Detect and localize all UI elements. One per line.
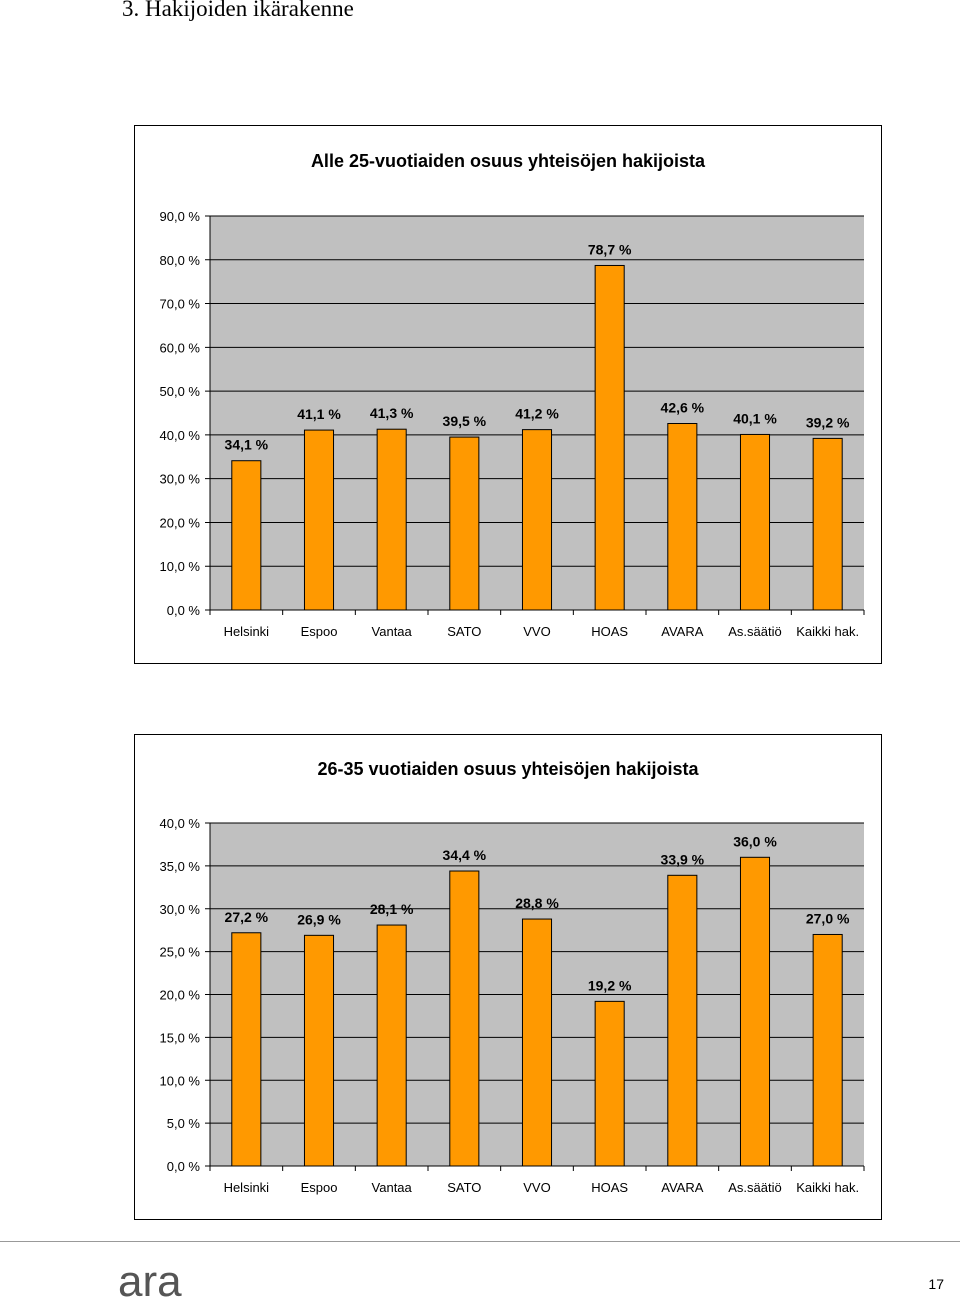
chart-26-35-category-label: SATO [447, 1180, 481, 1195]
chart-under-25-category-label: Helsinki [224, 624, 270, 639]
chart-26-35-data-label: 33,9 % [661, 851, 705, 867]
chart-26-35-bar [449, 870, 480, 1167]
chart-26-35-bar [812, 933, 843, 1167]
chart-under-25-data-label: 78,7 % [588, 241, 632, 257]
ara-logo: ara [118, 1262, 182, 1302]
chart-under-25-data-label: 42,6 % [661, 400, 705, 416]
chart-under-25-y-tick-label: 60,0 % [160, 340, 201, 355]
chart-26-35-y-tick-label: 20,0 % [160, 988, 201, 1003]
footer-divider [0, 1241, 960, 1242]
chart-under-25-bar [739, 433, 771, 611]
chart-under-25-bar [667, 423, 698, 611]
chart-26-35-data-label: 19,2 % [588, 977, 632, 993]
chart-26-35-y-tick-label: 0,0 % [167, 1159, 201, 1174]
chart-under-25-data-label: 39,2 % [806, 414, 850, 430]
chart-under-25-category-label: Espoo [301, 624, 338, 639]
chart-under-25-bar [812, 437, 843, 611]
chart-under-25-y-tick-label: 50,0 % [160, 384, 201, 399]
chart-26-35-category-label: HOAS [591, 1180, 628, 1195]
chart-26-35-bar [231, 932, 262, 1167]
chart-under-25-y-tick-label: 90,0 % [160, 209, 201, 224]
chart-under-25-y-tick-label: 80,0 % [160, 253, 201, 268]
chart-under-25-data-label: 41,2 % [515, 406, 559, 422]
chart-26-35-y-tick-label: 30,0 % [160, 902, 201, 917]
chart-26-35-category-label: Helsinki [224, 1180, 270, 1195]
chart-26-35-bar [376, 924, 407, 1167]
ara-logo-text: ara [118, 1262, 182, 1302]
chart-under-25-y-tick-label: 10,0 % [160, 559, 201, 574]
chart-under-25-bar [449, 436, 480, 611]
chart-under-25-y-tick-label: 20,0 % [160, 515, 201, 530]
chart-26-35-y-tick-label: 10,0 % [160, 1073, 201, 1088]
chart-under-25-category-label: SATO [447, 624, 481, 639]
chart-26-35-y-tick-label: 5,0 % [167, 1116, 201, 1131]
chart-26-35-category-label: Espoo [301, 1180, 338, 1195]
chart-under-25-category-label: VVO [523, 624, 550, 639]
chart-26-35-y-tick-label: 15,0 % [160, 1030, 201, 1045]
chart-under-25-y-tick-label: 70,0 % [160, 297, 201, 312]
chart-26-35-bar [303, 934, 335, 1167]
chart-under-25-title: Alle 25-vuotiaiden osuus yhteisöjen haki… [311, 151, 706, 171]
chart-under-25: Alle 25-vuotiaiden osuus yhteisöjen haki… [134, 125, 882, 664]
chart-26-35-bar [667, 874, 698, 1167]
chart-26-35-data-label: 28,8 % [515, 895, 559, 911]
chart-26-35-category-label: Vantaa [372, 1180, 413, 1195]
chart-26-35-data-label: 27,0 % [806, 910, 850, 926]
chart-under-25-y-tick-label: 30,0 % [160, 472, 201, 487]
chart-under-25-bar [231, 460, 262, 611]
chart-under-25-bar [376, 428, 407, 611]
chart-26-35-svg: 26-35 vuotiaiden osuus yhteisöjen hakijo… [160, 759, 865, 1195]
chart-26-35-category-label: AVARA [661, 1180, 703, 1195]
chart-under-25-category-label: Vantaa [372, 624, 413, 639]
chart-26-35-data-label: 28,1 % [370, 901, 414, 917]
chart-26-35-title: 26-35 vuotiaiden osuus yhteisöjen hakijo… [317, 759, 699, 779]
chart-under-25-category-label: As.säätiö [728, 624, 781, 639]
chart-under-25-data-label: 41,3 % [370, 405, 414, 421]
chart-under-25-bar [303, 429, 335, 611]
chart-under-25-data-label: 41,1 % [297, 406, 341, 422]
page-number: 17 [928, 1276, 944, 1292]
chart-under-25-data-label: 39,5 % [443, 413, 487, 429]
chart-under-25-category-label: HOAS [591, 624, 628, 639]
chart-26-35-bar [594, 1000, 625, 1167]
chart-under-25-y-tick-label: 40,0 % [160, 428, 201, 443]
chart-under-25-svg: Alle 25-vuotiaiden osuus yhteisöjen haki… [160, 151, 865, 639]
chart-under-25-category-label: Kaikki hak. [796, 624, 859, 639]
chart-26-35-data-label: 27,2 % [225, 909, 269, 925]
chart-26-35-y-tick-label: 35,0 % [160, 859, 201, 874]
chart-26-35-y-tick-label: 25,0 % [160, 945, 201, 960]
chart-26-35-y-tick-label: 40,0 % [160, 816, 201, 831]
chart-26-35-category-label: VVO [523, 1180, 550, 1195]
chart-26-35-data-label: 36,0 % [733, 833, 777, 849]
chart-under-25-bar [521, 429, 553, 611]
chart-under-25-bar [594, 264, 625, 611]
chart-under-25-category-label: AVARA [661, 624, 703, 639]
chart-26-35-category-label: As.säätiö [728, 1180, 781, 1195]
chart-26-35-category-label: Kaikki hak. [796, 1180, 859, 1195]
page-heading: 3. Hakijoiden ikärakenne [122, 0, 354, 21]
chart-26-35-bar [739, 856, 771, 1167]
chart-26-35-data-label: 26,9 % [297, 911, 341, 927]
chart-26-35-bar [521, 918, 553, 1167]
chart-under-25-y-tick-label: 0,0 % [167, 603, 201, 618]
chart-under-25-data-label: 40,1 % [733, 410, 777, 426]
chart-26-35: 26-35 vuotiaiden osuus yhteisöjen hakijo… [134, 734, 882, 1220]
chart-26-35-data-label: 34,4 % [443, 847, 487, 863]
chart-under-25-data-label: 34,1 % [225, 437, 269, 453]
